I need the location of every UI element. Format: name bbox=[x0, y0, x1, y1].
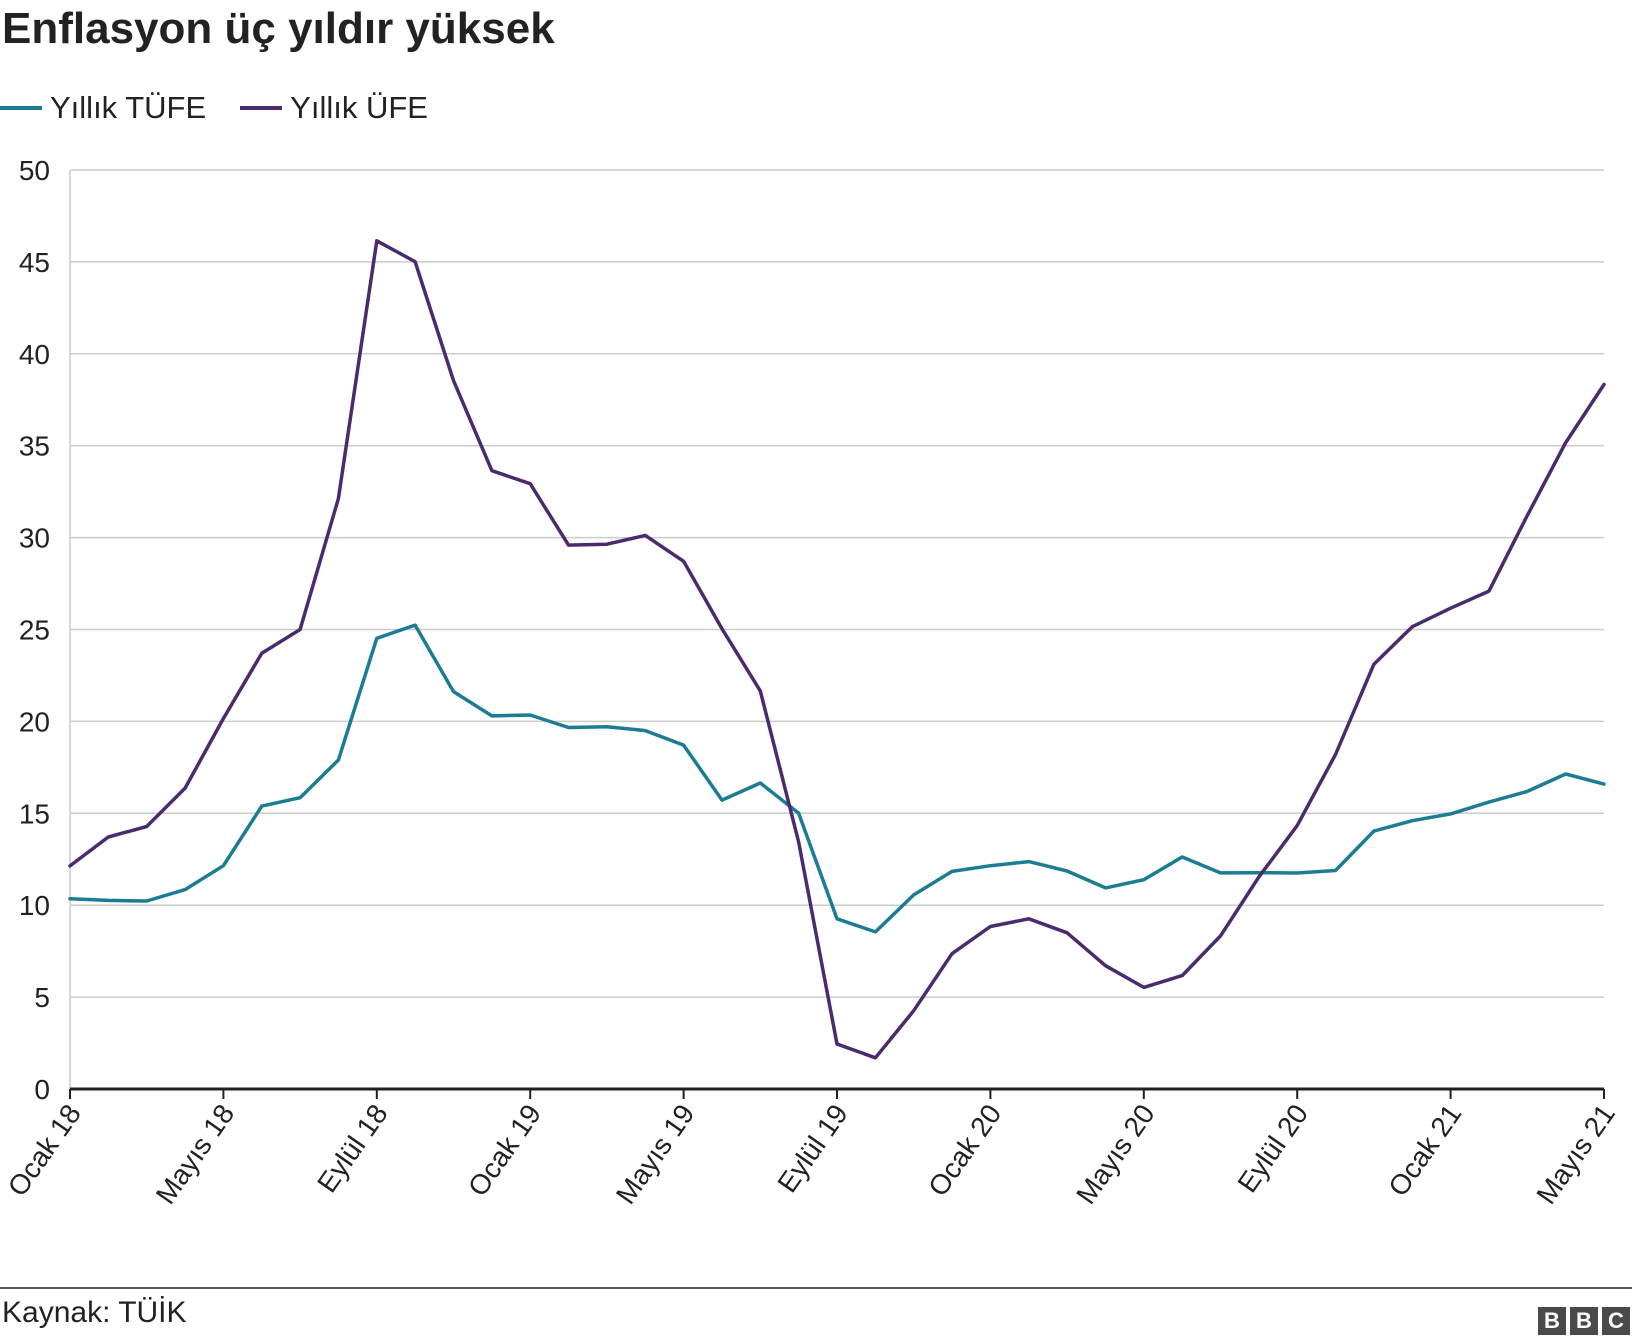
series-line-ufe bbox=[68, 239, 1606, 1060]
legend-label-tufe: Yıllık TÜFE bbox=[50, 90, 207, 125]
x-tick-label: Eylül 20 bbox=[1232, 1099, 1315, 1198]
y-tick-label: 45 bbox=[19, 247, 50, 278]
series-line-tufe bbox=[68, 623, 1606, 934]
x-tick-label: Mayıs 20 bbox=[1070, 1099, 1161, 1210]
y-tick-label: 50 bbox=[19, 155, 50, 186]
y-axis-ticks: 0 5 10 15 20 25 30 35 40 45 50 bbox=[19, 155, 50, 1105]
y-tick-label: 15 bbox=[19, 798, 50, 829]
x-tick-label: Ocak 19 bbox=[462, 1099, 547, 1202]
x-axis-ticks: Ocak 18 Mayıs 18 Eylül 18 Ocak 19 Mayıs 19 Ey… bbox=[2, 1089, 1621, 1210]
y-tick-label: 40 bbox=[19, 339, 50, 370]
bbc-logo: B B C bbox=[1534, 1307, 1630, 1335]
legend-item-tufe: Yıllık TÜFE bbox=[0, 90, 206, 126]
x-tick-label: Eylül 19 bbox=[771, 1099, 854, 1198]
bbc-logo-letter: B bbox=[1570, 1307, 1598, 1335]
bbc-logo-letter: B bbox=[1538, 1307, 1566, 1335]
x-tick-label: Ocak 18 bbox=[2, 1099, 87, 1202]
footer-divider bbox=[0, 1287, 1632, 1289]
series-lines bbox=[68, 239, 1606, 1060]
y-tick-label: 10 bbox=[19, 890, 50, 921]
x-tick-label: Eylül 18 bbox=[311, 1099, 394, 1198]
legend-swatch-ufe bbox=[240, 106, 283, 110]
bbc-logo-letter: C bbox=[1602, 1307, 1630, 1335]
x-tick-label: Mayıs 21 bbox=[1530, 1099, 1621, 1210]
y-tick-label: 30 bbox=[19, 523, 50, 554]
y-tick-label: 25 bbox=[19, 615, 50, 646]
legend-swatch-tufe bbox=[0, 106, 42, 110]
chart-title: Enflasyon üç yıldır yüksek bbox=[2, 4, 555, 53]
line-chart: 0 5 10 15 20 25 30 35 40 45 50 Ocak 18 Mayıs 18 Eylü… bbox=[2, 155, 1621, 1210]
y-tick-label: 20 bbox=[19, 706, 50, 737]
y-tick-label: 35 bbox=[19, 431, 50, 462]
legend-item-ufe: Yıllık ÜFE bbox=[240, 90, 428, 126]
x-tick-label: Mayıs 18 bbox=[150, 1099, 241, 1210]
x-tick-label: Ocak 21 bbox=[1382, 1099, 1467, 1202]
x-tick-label: Mayıs 19 bbox=[610, 1099, 701, 1210]
source-note: Kaynak: TÜİK bbox=[2, 1296, 187, 1329]
y-tick-label: 5 bbox=[34, 982, 50, 1013]
y-tick-label: 0 bbox=[34, 1074, 50, 1105]
x-tick-label: Ocak 20 bbox=[922, 1099, 1007, 1202]
legend: Yıllık TÜFE Yıllık ÜFE bbox=[0, 88, 462, 128]
legend-label-ufe: Yıllık ÜFE bbox=[290, 90, 428, 125]
